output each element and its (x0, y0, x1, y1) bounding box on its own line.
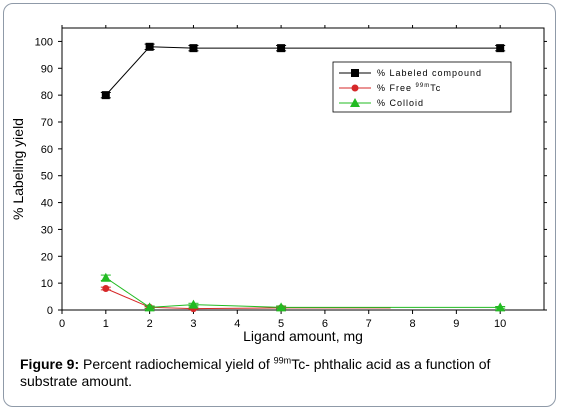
x-tick-label: 3 (190, 318, 196, 330)
y-tick-label: 90 (41, 63, 53, 75)
data-point-triangle (276, 302, 287, 312)
y-tick-label: 20 (41, 251, 53, 263)
y-tick-label: 40 (41, 198, 53, 210)
x-tick-label: 10 (494, 318, 506, 330)
data-point-circle (102, 285, 110, 293)
legend-label-prefix: % Free (377, 83, 416, 93)
x-tick-label: 7 (366, 318, 372, 330)
x-tick-label: 4 (234, 318, 240, 330)
legend: % Labeled compound % Free 99mTc % Colloid (332, 61, 512, 113)
x-tick-label: 9 (453, 318, 459, 330)
legend-label: % Free 99mTc (377, 83, 441, 93)
data-point-square (351, 69, 359, 77)
figure-caption: Figure 9: Percent radiochemical yield of… (20, 356, 550, 390)
y-tick-label: 60 (41, 144, 53, 156)
x-tick-label: 5 (278, 318, 284, 330)
data-point-triangle (495, 302, 506, 312)
data-point-triangle (144, 302, 155, 312)
legend-label: % Labeled compound (377, 68, 482, 78)
y-tick-label: 0 (47, 305, 53, 317)
x-tick-label: 1 (103, 318, 109, 330)
y-axis-title: % Labeling yield (10, 118, 26, 220)
series-0 (100, 42, 506, 100)
legend-label-sup: 99m (416, 83, 431, 89)
x-axis-title: Ligand amount, mg (243, 328, 363, 344)
data-point-square (145, 42, 154, 51)
caption-isotope-sup: 99m (273, 355, 292, 366)
y-tick-label: 80 (41, 90, 53, 102)
caption-text-before: Percent radiochemical yield of (79, 356, 274, 372)
x-tick-label: 2 (147, 318, 153, 330)
series-line (105, 277, 501, 308)
legend-label: % Colloid (377, 98, 424, 108)
legend-label-suffix: Tc (430, 83, 441, 93)
data-point-triangle (350, 98, 360, 107)
data-point-triangle (188, 299, 199, 309)
y-tick-label: 30 (41, 224, 53, 236)
y-tick-label: 50 (41, 171, 53, 183)
data-point-circle (351, 84, 359, 92)
data-point-triangle (100, 272, 111, 282)
data-point-square (277, 44, 286, 53)
plot-area-frame (61, 27, 545, 311)
x-tick-label: 0 (59, 318, 65, 330)
data-point-square (189, 44, 198, 53)
series-2 (100, 272, 506, 312)
y-tick-label: 100 (35, 36, 53, 48)
caption-label: Figure 9: (20, 356, 80, 372)
y-tick-label: 10 (41, 278, 53, 290)
legend-box (332, 61, 512, 113)
data-point-square (101, 91, 110, 100)
data-point-square (496, 44, 505, 53)
series-layer (100, 42, 506, 313)
y-tick-label: 70 (41, 117, 53, 129)
x-tick-label: 6 (322, 318, 328, 330)
series-1 (100, 285, 391, 313)
x-tick-label: 8 (409, 318, 415, 330)
caption-text-after: Tc- phthalic acid as a function of subst… (20, 356, 491, 389)
